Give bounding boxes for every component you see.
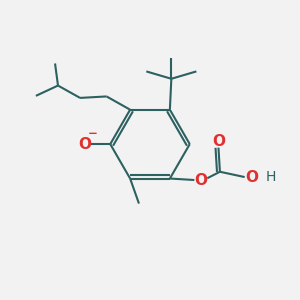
Text: O: O [245,169,259,184]
Text: O: O [194,172,207,188]
Text: O: O [212,134,225,148]
Text: H: H [266,170,276,184]
Text: −: − [88,127,98,140]
Text: O: O [78,136,91,152]
